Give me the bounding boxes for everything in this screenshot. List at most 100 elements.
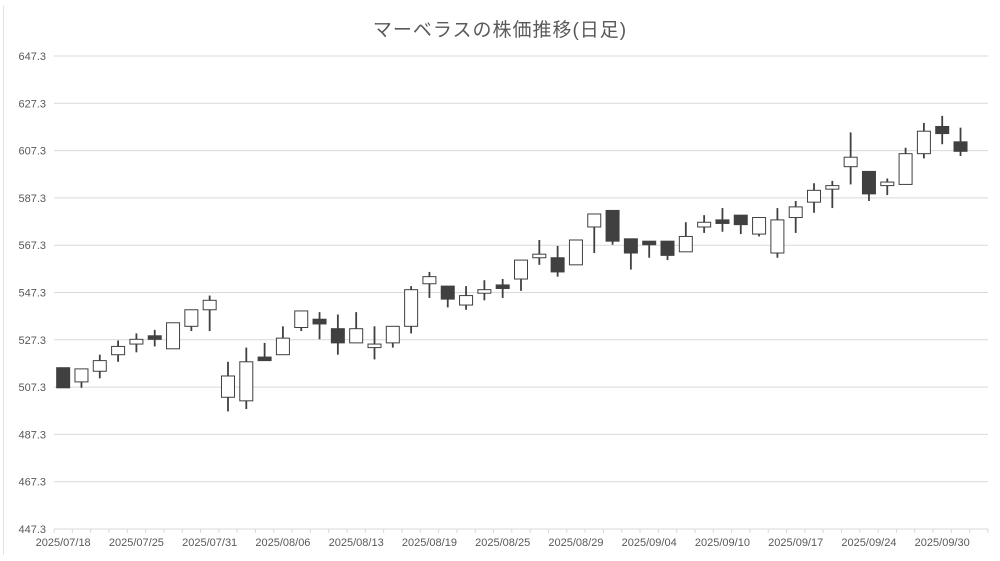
candle-body	[733, 214, 748, 226]
candle-down	[660, 240, 675, 261]
candle-body	[770, 219, 785, 254]
candle-up	[770, 208, 785, 258]
candle-up	[74, 368, 89, 388]
x-tick-label: 2025/08/13	[329, 537, 384, 549]
candle-down	[312, 312, 327, 340]
gridlines	[54, 55, 988, 530]
candle-up	[129, 333, 144, 353]
chart-title: マーベラスの株価推移(日足)	[372, 20, 628, 41]
candle-down	[715, 208, 730, 232]
candle-up	[294, 310, 309, 332]
candle-up	[275, 326, 290, 356]
x-tick-label: 2025/09/17	[768, 537, 823, 549]
candle-down	[147, 329, 162, 347]
x-tick-label: 2025/07/18	[36, 537, 91, 549]
x-axis-labels: 2025/07/18 2025/07/25 2025/07/31 2025/08/06…	[36, 537, 970, 549]
candle-body	[642, 240, 657, 246]
y-tick-label: 587.3	[18, 193, 46, 205]
candle-up	[898, 147, 913, 185]
x-tick-label: 2025/08/19	[402, 537, 457, 549]
candle-body	[788, 206, 803, 219]
y-tick-label: 507.3	[18, 382, 46, 394]
candle-body	[147, 335, 162, 340]
y-tick-label: 487.3	[18, 429, 46, 441]
candle-body	[623, 238, 638, 254]
candles	[56, 115, 968, 412]
x-tick-label: 2025/08/25	[475, 537, 530, 549]
candle-up	[92, 354, 107, 379]
candle-up	[587, 213, 602, 254]
candle-body	[422, 276, 437, 285]
candle-body	[935, 125, 950, 135]
y-tick-label: 527.3	[18, 335, 46, 347]
x-tick-label: 2025/09/10	[695, 537, 750, 549]
candle-body	[385, 325, 400, 344]
candle-body	[404, 289, 419, 327]
candle-body	[477, 289, 492, 294]
candle-up	[697, 215, 712, 233]
candle-body	[257, 356, 272, 362]
candle-body	[678, 235, 693, 253]
candle-down	[495, 279, 510, 298]
y-tick-label: 567.3	[18, 240, 46, 252]
candle-down	[550, 245, 565, 277]
candle-body	[330, 328, 345, 344]
x-tick-label: 2025/08/29	[548, 537, 603, 549]
candle-down	[861, 170, 876, 201]
y-tick-label: 447.3	[18, 524, 46, 536]
candle-down	[935, 115, 950, 145]
candle-body	[568, 239, 583, 266]
candle-up	[111, 340, 126, 362]
candle-up	[459, 286, 474, 310]
candle-body	[916, 130, 931, 155]
candle-up	[514, 259, 528, 291]
candle-up	[184, 309, 199, 332]
candle-body	[74, 368, 89, 383]
candle-body	[880, 181, 895, 187]
y-tick-label: 607.3	[18, 146, 46, 158]
candle-up	[239, 347, 254, 410]
x-tick-label: 2025/09/04	[622, 537, 677, 549]
y-tick-label: 627.3	[18, 98, 46, 110]
candle-up	[477, 280, 492, 301]
candle-body	[660, 240, 675, 256]
x-axis-ticks	[53, 529, 989, 533]
candle-up	[367, 326, 382, 360]
candle-down	[257, 342, 272, 362]
candle-up	[385, 325, 400, 348]
candle-body	[532, 253, 547, 259]
candle-down	[56, 367, 71, 389]
candle-up	[349, 312, 364, 344]
candle-down	[440, 285, 455, 308]
candle-body	[312, 318, 327, 325]
candle-up	[202, 295, 217, 332]
y-axis-labels: 647.3 627.3 607.3 587.3 567.3 547.3 527.3 507.3…	[18, 51, 46, 536]
candle-up	[404, 286, 419, 334]
candle-body	[715, 219, 730, 224]
candle-up	[880, 178, 895, 196]
candle-up	[843, 132, 858, 185]
candle-body	[550, 257, 565, 273]
candle-body	[495, 284, 510, 289]
x-tick-label: 2025/09/24	[841, 537, 896, 549]
candle-down	[623, 238, 638, 270]
candle-body	[807, 189, 822, 203]
x-tick-label: 2025/08/06	[255, 537, 310, 549]
candle-body	[367, 343, 382, 349]
candle-body	[129, 338, 144, 345]
candle-up	[807, 183, 822, 213]
candle-body	[514, 259, 528, 280]
candle-body	[349, 328, 364, 344]
candle-body	[861, 170, 876, 195]
candle-down	[330, 314, 345, 355]
candle-body	[294, 310, 309, 329]
candle-down	[733, 214, 748, 235]
candle-body	[605, 209, 620, 242]
candle-up	[422, 271, 437, 298]
candle-body	[166, 322, 181, 350]
chart-left-border	[3, 6, 4, 555]
y-tick-label: 547.3	[18, 288, 46, 300]
candle-up	[568, 239, 583, 266]
